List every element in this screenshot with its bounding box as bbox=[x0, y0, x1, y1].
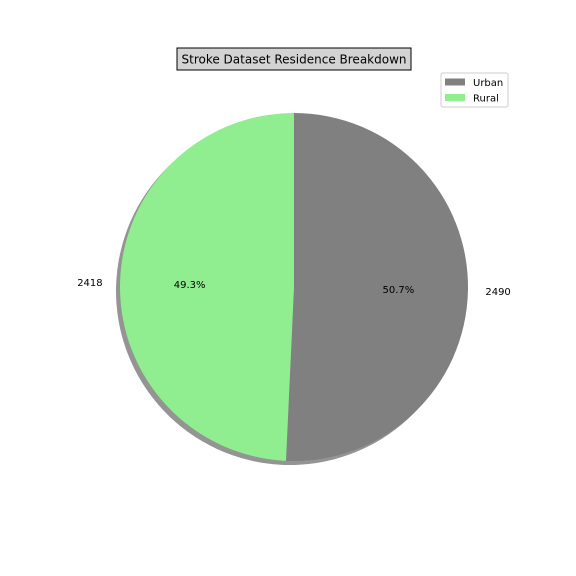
pie-slice-urban bbox=[285, 113, 468, 461]
slice-value-label-urban: 2490 bbox=[485, 287, 510, 298]
slice-value-label-rural: 2418 bbox=[77, 278, 102, 289]
legend-label-urban: Urban bbox=[473, 78, 503, 89]
chart-title-group: Stroke Dataset Residence Breakdown bbox=[176, 47, 412, 71]
chart-title: Stroke Dataset Residence Breakdown bbox=[182, 53, 407, 67]
legend: Urban Rural bbox=[440, 72, 509, 108]
pie-layer: 2490 50.7% 2418 49.3% bbox=[77, 113, 511, 466]
slice-pct-label-rural: 49.3% bbox=[174, 280, 206, 291]
slice-pct-label-urban: 50.7% bbox=[382, 285, 414, 296]
chart-title-box bbox=[176, 47, 412, 71]
pie-slice-rural bbox=[119, 113, 294, 461]
legend-swatch-urban bbox=[445, 78, 465, 86]
legend-swatch-rural bbox=[445, 94, 465, 101]
legend-label-rural: Rural bbox=[473, 94, 499, 105]
